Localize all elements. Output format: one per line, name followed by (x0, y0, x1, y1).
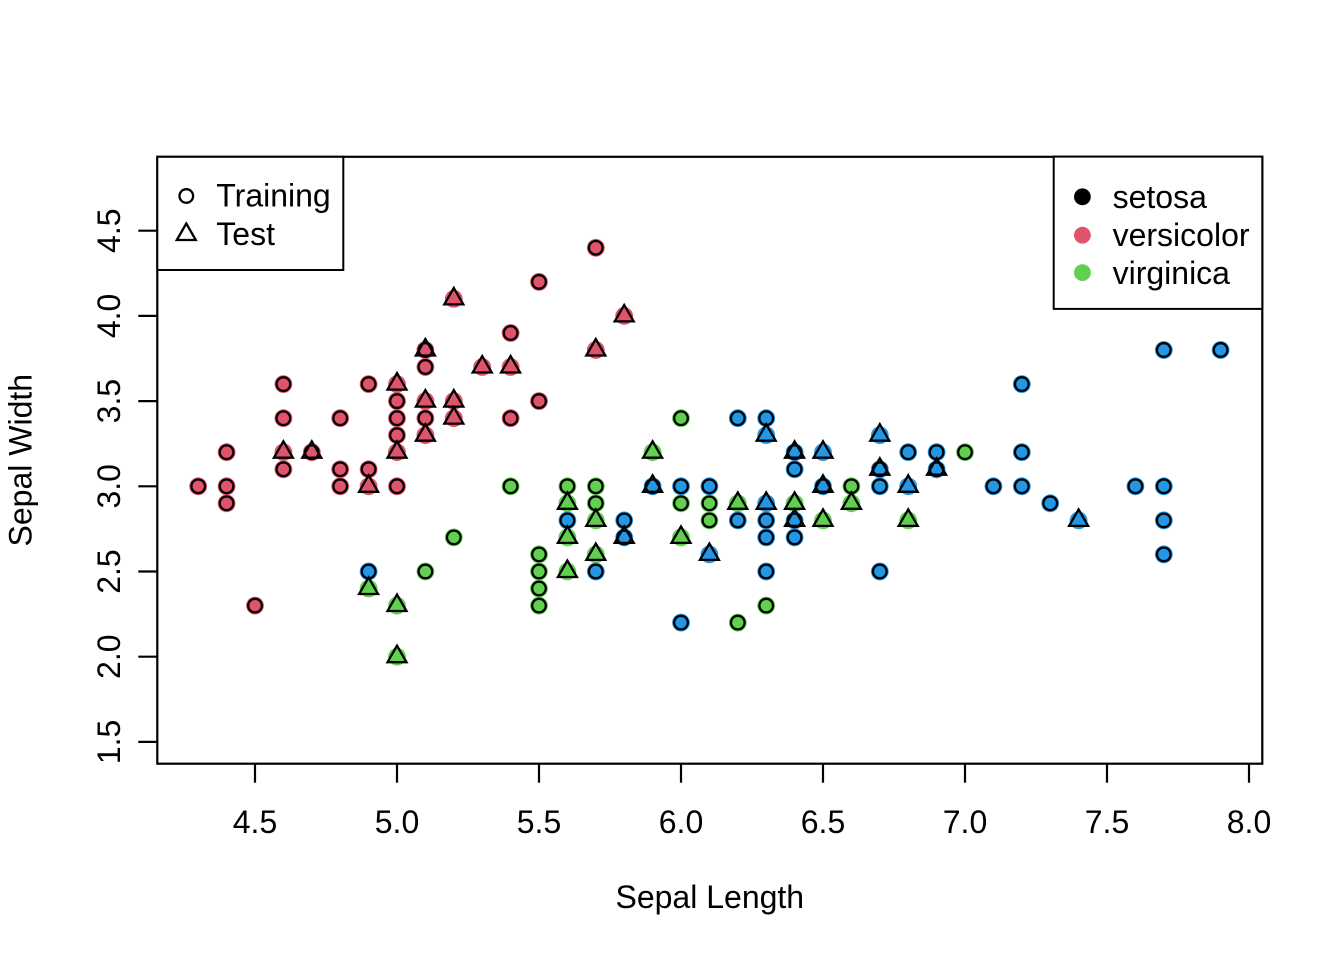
svg-text:4.5: 4.5 (233, 804, 277, 840)
svg-text:2.0: 2.0 (91, 634, 127, 678)
svg-text:4.5: 4.5 (91, 208, 127, 252)
svg-text:2.5: 2.5 (91, 549, 127, 593)
svg-text:6.0: 6.0 (659, 804, 703, 840)
svg-text:7.5: 7.5 (1085, 804, 1129, 840)
svg-text:8.0: 8.0 (1227, 804, 1271, 840)
svg-text:virginica: virginica (1113, 255, 1231, 291)
svg-text:5.5: 5.5 (517, 804, 561, 840)
svg-text:7.0: 7.0 (943, 804, 987, 840)
svg-text:5.0: 5.0 (375, 804, 419, 840)
svg-text:Training: Training (216, 178, 330, 214)
svg-text:setosa: setosa (1113, 179, 1207, 215)
svg-text:3.5: 3.5 (91, 379, 127, 423)
svg-text:6.5: 6.5 (801, 804, 845, 840)
svg-text:versicolor: versicolor (1113, 217, 1250, 253)
svg-text:3.0: 3.0 (91, 464, 127, 508)
svg-text:Test: Test (216, 216, 275, 252)
svg-text:Sepal Width: Sepal Width (3, 374, 39, 547)
svg-text:1.5: 1.5 (91, 720, 127, 764)
svg-text:Sepal Length: Sepal Length (615, 879, 804, 915)
svg-text:4.0: 4.0 (91, 294, 127, 338)
